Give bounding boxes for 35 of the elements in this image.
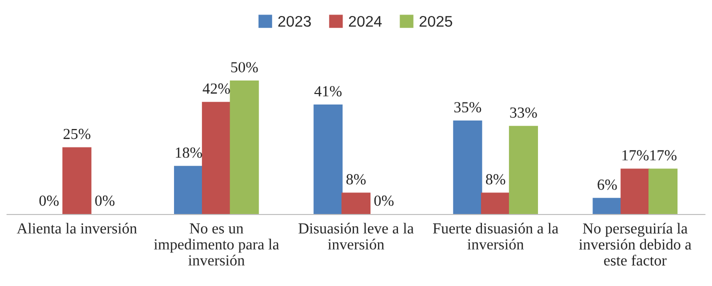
data-label: 8% (346, 174, 366, 185)
data-label: 50% (231, 62, 258, 72)
legend-label: 2025 (420, 16, 452, 27)
bar (230, 80, 259, 214)
data-label: 17% (650, 150, 676, 161)
bar (620, 168, 650, 214)
data-label: 18% (176, 147, 202, 158)
bar (481, 192, 510, 214)
data-label: 35% (454, 102, 482, 112)
bar (341, 192, 371, 214)
data-label: 42% (202, 83, 230, 94)
x-tick-label: Fuerte disuasión a la inversión (432, 222, 558, 250)
x-tick-label: Alienta la inversión (16, 222, 137, 234)
bar (62, 147, 92, 214)
data-label: 0% (95, 196, 114, 206)
bar (202, 102, 231, 214)
data-label: 17% (622, 150, 649, 161)
bar (314, 104, 343, 214)
bar (592, 198, 622, 214)
data-label: 0% (374, 196, 394, 206)
data-label: 8% (486, 174, 506, 185)
bar (648, 168, 678, 214)
bar (453, 120, 482, 214)
x-tick-label: No es un impedimento para la inversión (154, 223, 280, 266)
x-tick-label: Disuasión leve a la inversión (298, 222, 414, 250)
data-label: 33% (510, 107, 537, 118)
data-label: 41% (314, 86, 342, 96)
data-label: 25% (64, 128, 90, 140)
bar (508, 126, 538, 214)
legend-label: 2024 (348, 16, 382, 27)
data-label: 6% (598, 180, 617, 190)
data-label: 0% (39, 196, 59, 206)
bar (174, 166, 204, 214)
legend-label: 2023 (278, 16, 311, 27)
x-tick-label: No perseguiría la inversión debido a este factor (578, 222, 692, 266)
